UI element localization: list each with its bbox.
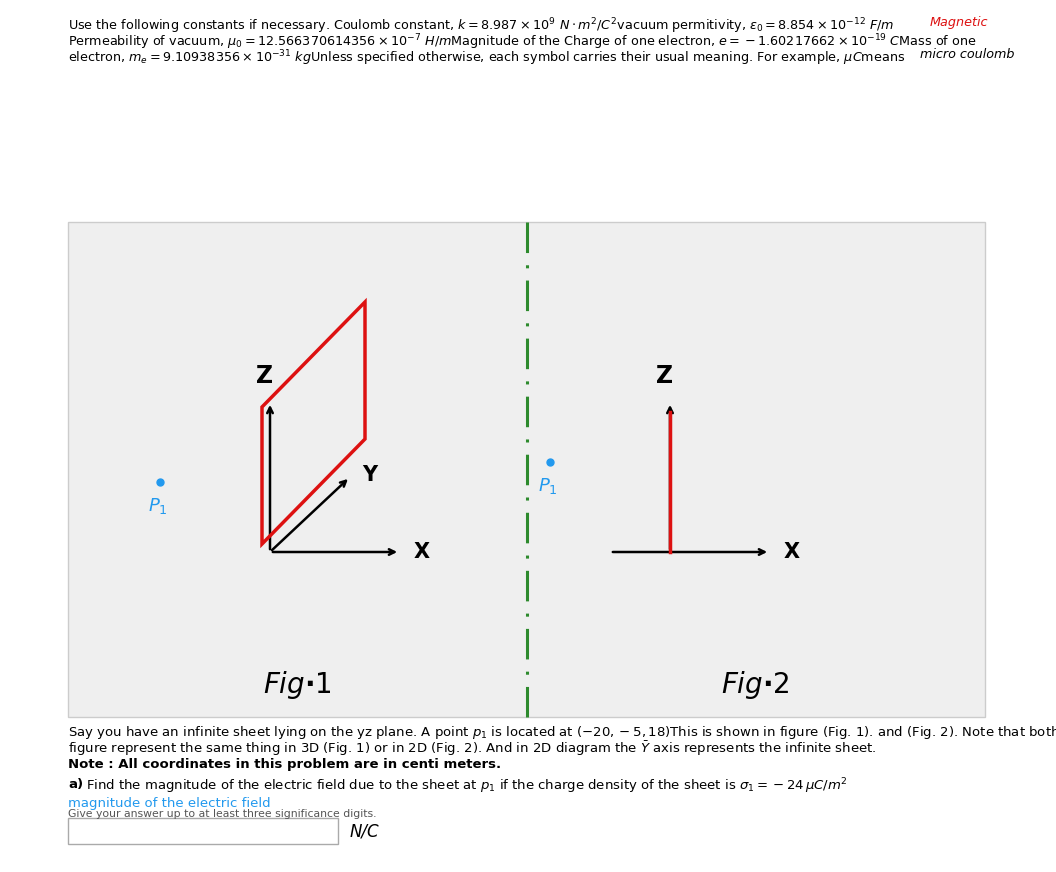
- Text: micro coulomb: micro coulomb: [920, 48, 1015, 61]
- Text: Magnetic: Magnetic: [930, 16, 988, 29]
- Text: Z: Z: [257, 364, 274, 388]
- Text: Give your answer up to at least three significance digits.: Give your answer up to at least three si…: [68, 809, 377, 819]
- Text: Note : All coordinates in this problem are in centi meters.: Note : All coordinates in this problem a…: [68, 758, 502, 771]
- Text: X: X: [414, 542, 430, 562]
- Text: electron, $m_e = 9.10938356 \times 10^{-31}\ kg$Unless specified otherwise, each: electron, $m_e = 9.10938356 \times 10^{-…: [68, 48, 906, 68]
- Text: $P_1$: $P_1$: [148, 496, 168, 516]
- Bar: [68, 222, 985, 717]
- Text: $\mathit{Fig}$$\mathbf{\cdot}$$\mathit{1}$: $\mathit{Fig}$$\mathbf{\cdot}$$\mathit{1…: [263, 669, 332, 701]
- Text: Permeability of vacuum, $\mu_0 = 12.566370614356 \times 10^{-7}\ H/m$Magnitude o: Permeability of vacuum, $\mu_0 = 12.5663…: [68, 32, 977, 51]
- Text: figure represent the same thing in 3D (Fig. 1) or in 2D (Fig. 2). And in 2D diag: figure represent the same thing in 3D (F…: [68, 739, 876, 758]
- Text: N/C: N/C: [350, 822, 379, 840]
- Bar: [68, 818, 338, 844]
- Text: Say you have an infinite sheet lying on the yz plane. A point $p_1$ is located a: Say you have an infinite sheet lying on …: [68, 724, 1056, 741]
- Text: $\mathit{Fig}$$\mathbf{\cdot}$$\mathit{2}$: $\mathit{Fig}$$\mathbf{\cdot}$$\mathit{2…: [721, 669, 790, 701]
- Text: Find the magnitude of the electric field due to the sheet at $p_1$ if the charge: Find the magnitude of the electric field…: [86, 776, 848, 795]
- Text: Z: Z: [657, 364, 674, 388]
- Text: X: X: [784, 542, 800, 562]
- Text: Use the following constants if necessary. Coulomb constant, $k = 8.987 \times 10: Use the following constants if necessary…: [68, 16, 894, 36]
- Text: magnitude of the electric field: magnitude of the electric field: [68, 797, 270, 810]
- Text: Y: Y: [362, 465, 377, 485]
- Text: $P_1$: $P_1$: [539, 476, 558, 496]
- Text: $\mathbf{a)}$: $\mathbf{a)}$: [68, 776, 83, 791]
